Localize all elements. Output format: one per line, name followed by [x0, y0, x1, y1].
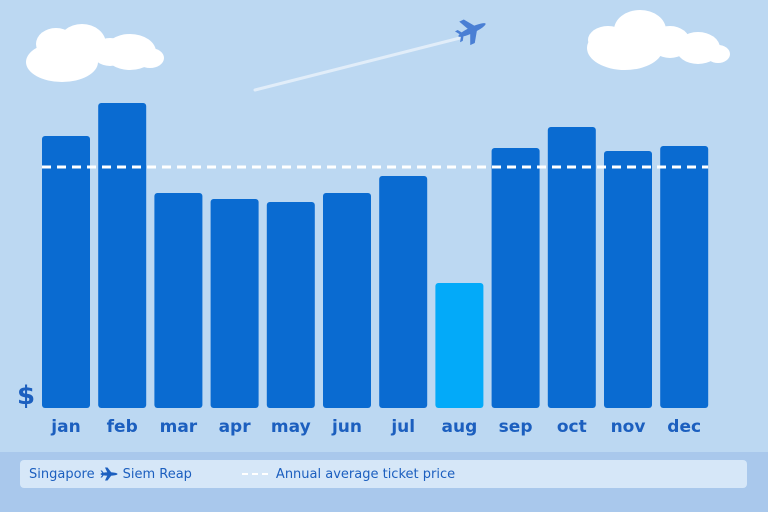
- average-legend-label: Annual average ticket price: [275, 466, 456, 482]
- bar-aug: [435, 283, 484, 408]
- bar-may: [266, 202, 315, 408]
- average-legend: Annual average ticket price: [241, 466, 456, 482]
- bar-group: [42, 103, 709, 408]
- bar-sep: [491, 148, 540, 408]
- bar-jul: [379, 176, 428, 408]
- tick-label-jul: jul: [390, 417, 415, 437]
- dashed-line-sample: [241, 473, 268, 475]
- tick-label-apr: apr: [219, 417, 252, 437]
- x-axis-tick-labels: jan feb mar apr may jun jul aug sep oct nov dec: [50, 417, 701, 437]
- tick-label-dec: dec: [667, 417, 701, 437]
- bar-dec: [660, 146, 709, 408]
- tick-label-may: may: [271, 417, 311, 437]
- route-legend: Singapore Siem Reap: [29, 467, 192, 482]
- bar-mar: [154, 193, 203, 408]
- tick-label-mar: mar: [160, 417, 198, 437]
- bar-nov: [604, 151, 652, 408]
- tick-label-jun: jun: [331, 417, 362, 437]
- cloud-icon-right: [587, 10, 730, 70]
- tick-label-sep: sep: [499, 417, 533, 437]
- legend: Singapore Siem Reap Annual average ticke…: [20, 460, 747, 488]
- price-chart: jan feb mar apr may jun jul aug sep oct nov dec $: [17, 10, 730, 437]
- destination-label: Siem Reap: [122, 466, 192, 482]
- tick-label-nov: nov: [611, 417, 646, 437]
- origin-label: Singapore: [29, 466, 95, 482]
- tick-label-feb: feb: [107, 417, 138, 437]
- airplane-icon: [253, 19, 486, 92]
- bar-jan: [42, 136, 90, 408]
- cloud-icon-left: [26, 24, 164, 82]
- bar-apr: [210, 199, 259, 408]
- y-axis-label: $: [17, 381, 35, 411]
- bar-oct: [547, 127, 596, 408]
- bar-feb: [98, 103, 147, 408]
- tick-label-aug: aug: [442, 417, 478, 437]
- bar-jun: [323, 193, 371, 408]
- plane-icon: [100, 467, 118, 481]
- tick-label-oct: oct: [557, 417, 587, 437]
- tick-label-jan: jan: [50, 417, 80, 437]
